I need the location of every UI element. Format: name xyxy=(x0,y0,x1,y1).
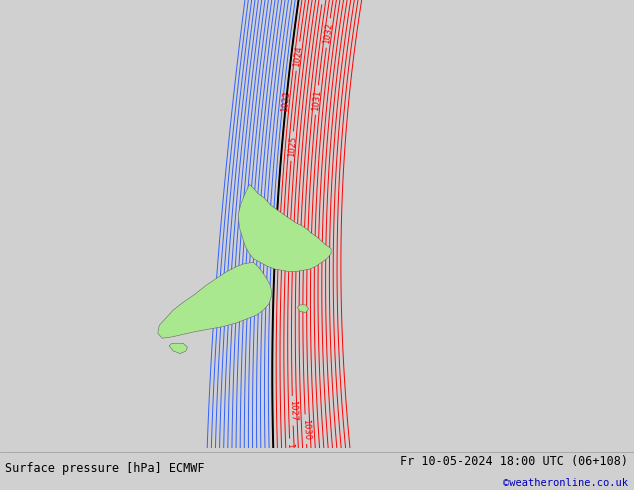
Text: 1022: 1022 xyxy=(281,90,292,112)
Text: 1027: 1027 xyxy=(288,400,297,421)
Polygon shape xyxy=(169,343,188,354)
Polygon shape xyxy=(238,184,331,271)
Text: 1032: 1032 xyxy=(322,22,334,44)
Text: 1028: 1028 xyxy=(296,489,307,490)
Text: 1026: 1026 xyxy=(285,443,295,464)
Text: 1024: 1024 xyxy=(292,45,304,67)
Text: Surface pressure [hPa] ECMWF: Surface pressure [hPa] ECMWF xyxy=(5,462,205,475)
Text: 1025: 1025 xyxy=(287,135,297,157)
Polygon shape xyxy=(158,263,272,338)
Text: 1031: 1031 xyxy=(311,89,323,111)
Text: 1030: 1030 xyxy=(301,418,311,440)
Polygon shape xyxy=(297,305,309,313)
Text: ©weatheronline.co.uk: ©weatheronline.co.uk xyxy=(503,477,628,488)
Text: 1029: 1029 xyxy=(318,0,330,1)
Text: Fr 10-05-2024 18:00 UTC (06+108): Fr 10-05-2024 18:00 UTC (06+108) xyxy=(399,455,628,468)
